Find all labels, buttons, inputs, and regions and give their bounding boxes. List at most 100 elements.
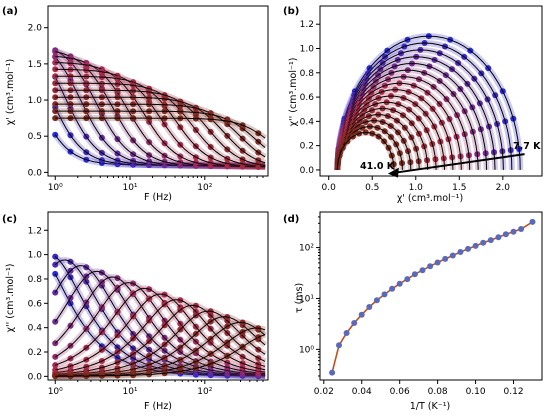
data-point [457, 249, 464, 255]
panel-b-y-label: χ'' (cm³.mol⁻¹) [288, 58, 299, 127]
data-point [404, 276, 411, 283]
panel-a-frame [47, 5, 269, 177]
x-tick-label: 10² [197, 387, 212, 397]
x-tick-label: 10⁰ [48, 183, 63, 193]
data-point [472, 242, 479, 249]
panel-d-y-ticks: 10⁰ 10¹ 10² [299, 216, 320, 377]
y-tick-label: 0.0 [28, 372, 43, 382]
data-point [465, 245, 471, 252]
fit-line [55, 304, 266, 375]
x-tick-label: 0.0 [322, 183, 337, 193]
fit-line [55, 89, 266, 166]
fit-line [54, 276, 266, 375]
y-tick-label: 1.0 [300, 45, 315, 55]
data-point [411, 271, 418, 278]
data-point [329, 369, 336, 376]
y-tick-label: 0.4 [300, 117, 315, 127]
x-tick-label: 0.06 [390, 387, 410, 397]
panel-a-x-label: F (Hz) [144, 192, 172, 203]
panel-c: (c) 10⁰ 10¹ 10² 0.0 0.2 0.4 0.6 0.8 1.0 1.2 F (H… [2, 211, 269, 412]
x-tick-label: 0.12 [504, 387, 524, 397]
x-tick-label: 0.04 [352, 387, 372, 397]
panel-b-x-label: χ' (cm³.mol⁻¹) [397, 193, 463, 204]
panel-c-x-ticks: 10⁰ 10¹ 10² [48, 380, 264, 397]
fit-line [55, 103, 266, 158]
y-tick-label: 0.6 [28, 299, 43, 309]
fit-line [55, 316, 266, 377]
fit-line [55, 293, 266, 371]
panel-c-plot [52, 253, 268, 380]
fit-line [55, 96, 266, 164]
data-point [518, 226, 525, 232]
x-tick-label: 10² [197, 183, 212, 193]
y-tick-label: 10¹ [299, 294, 314, 304]
panel-b-y-ticks: 0.0 0.2 0.4 0.6 0.8 1.0 1.2 [300, 20, 320, 176]
fit-line [54, 282, 266, 375]
panel-a-y-label: χ' (cm³.mol⁻¹) [5, 59, 16, 125]
data-point [358, 311, 365, 318]
panel-d: (d) 0.02 0.04 0.06 0.08 0.10 0.12 10⁰ 10¹ 10² 1… [283, 211, 543, 412]
y-tick-label: 0.6 [300, 93, 315, 103]
annotation-41-0k: 41.0 K [360, 161, 395, 172]
data-point [336, 342, 342, 349]
panel-a-x-ticks: 10⁰ 10¹ 10² [48, 176, 264, 193]
fit-line [55, 310, 266, 376]
data-point [389, 285, 396, 292]
fit-line [55, 287, 266, 373]
panel-b: (b) 0.0 0.5 1.0 1.5 2.0 0.0 0.2 0.4 0.6 0.8 1.0 1.… [283, 5, 543, 204]
panel-d-frame [319, 211, 543, 381]
panel-d-label: (d) [283, 214, 299, 225]
panel-a-y-ticks: 0.0 0.5 1.0 1.5 2.0 [28, 24, 48, 178]
y-tick-label: 0.0 [28, 168, 43, 178]
panel-b-x-ticks: 0.0 0.5 1.0 1.5 2.0 [322, 176, 511, 193]
panel-b-label: (b) [283, 6, 299, 17]
data-point [442, 255, 449, 262]
x-tick-label: 10¹ [122, 387, 137, 397]
panel-c-y-label: χ'' (cm³.mol⁻¹) [5, 264, 16, 333]
y-tick-label: 10⁰ [299, 345, 314, 355]
y-tick-label: 0.8 [28, 275, 43, 285]
data-point [480, 239, 487, 246]
fit-line [55, 299, 266, 374]
data-point [510, 228, 517, 235]
fit-line [336, 131, 395, 170]
panel-d-x-label: 1/T (K⁻¹) [410, 401, 451, 412]
y-tick-label: 0.2 [300, 142, 314, 152]
y-tick-label: 1.0 [28, 251, 43, 261]
panel-d-y-label: τ (ms) [294, 283, 305, 313]
y-tick-label: 1.5 [28, 60, 42, 70]
data-point [427, 263, 434, 270]
y-tick-label: 1.2 [300, 20, 314, 30]
data-point [434, 259, 441, 266]
y-tick-label: 0.2 [28, 348, 42, 358]
data-point [343, 330, 350, 336]
data-point [495, 234, 502, 241]
fit-line [55, 117, 266, 139]
panel-d-plot [329, 218, 536, 376]
y-tick-label: 0.0 [300, 166, 315, 176]
y-tick-label: 2.0 [28, 24, 43, 34]
data-point [419, 267, 426, 274]
panel-a-plot [52, 47, 268, 170]
fit-line [331, 221, 533, 373]
data-point [396, 280, 403, 287]
data-point [487, 237, 494, 244]
x-tick-label: 2.0 [496, 183, 511, 193]
arrow-head [387, 167, 399, 178]
y-tick-label: 0.8 [300, 69, 315, 79]
panel-b-frame [319, 5, 543, 177]
y-tick-label: 1.2 [28, 226, 42, 236]
panel-c-y-ticks: 0.0 0.2 0.4 0.6 0.8 1.0 1.2 [28, 226, 48, 382]
fit-line [54, 265, 266, 377]
x-tick-label: 1.5 [452, 183, 466, 193]
data-point [351, 320, 358, 326]
panel-c-x-label: F (Hz) [144, 401, 172, 412]
fit-line [55, 75, 266, 168]
panel-c-frame [47, 211, 269, 381]
x-tick-label: 10¹ [122, 183, 137, 193]
x-tick-label: 0.10 [466, 387, 486, 397]
y-tick-label: 1.0 [28, 96, 43, 106]
panel-a: (a) 10⁰ 10¹ 10² 0.0 0.5 1.0 1.5 2.0 F (Hz) χ' … [2, 5, 269, 203]
data-point [529, 218, 536, 225]
